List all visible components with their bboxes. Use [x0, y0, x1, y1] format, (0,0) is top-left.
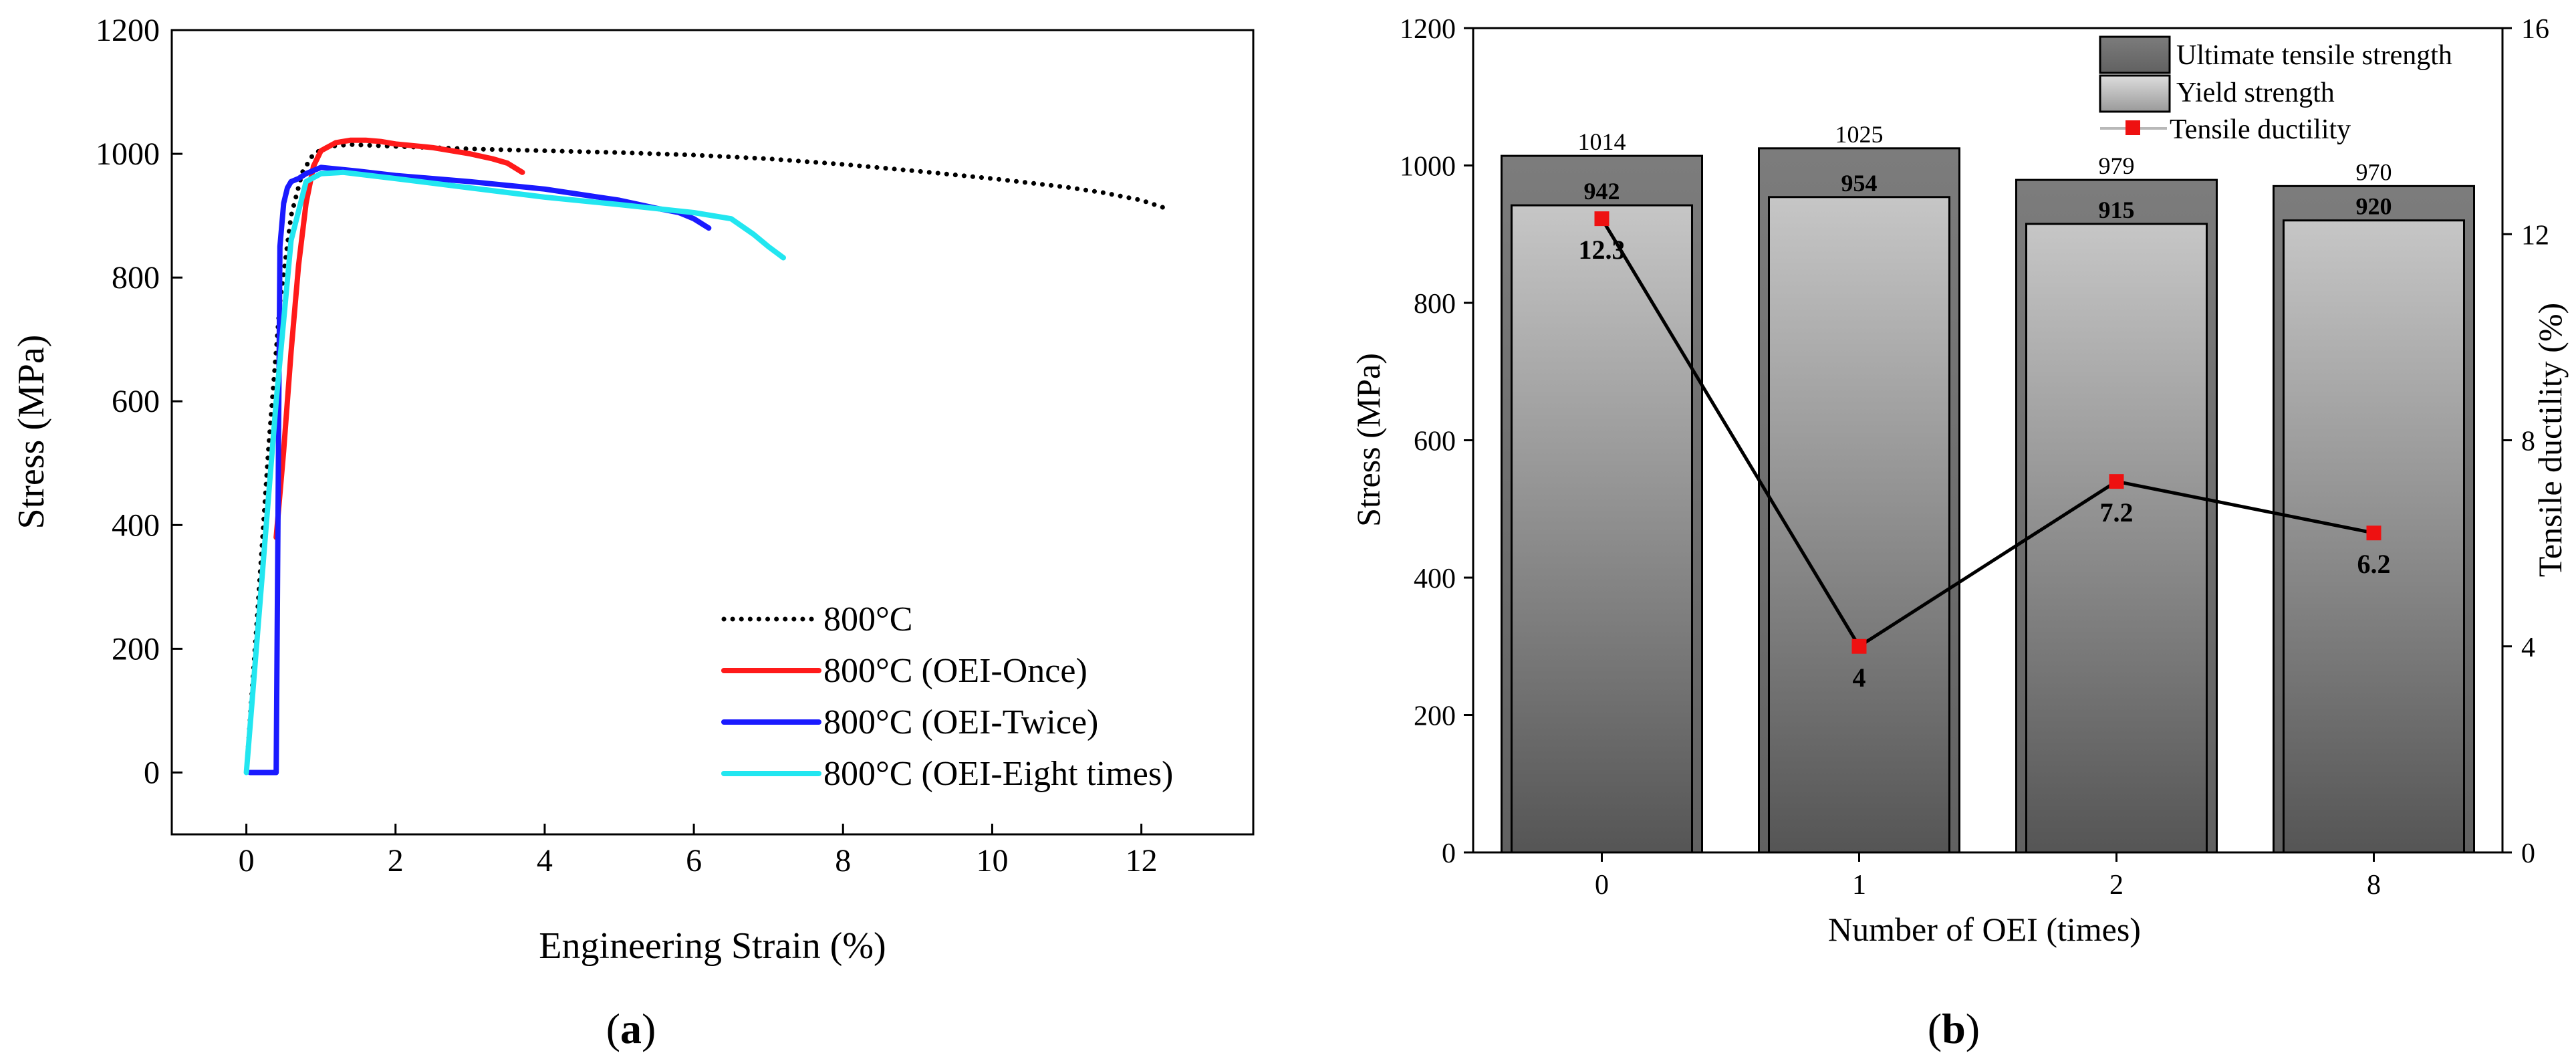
bar-yield: [1768, 196, 1950, 854]
plot-a-frame: [170, 29, 1255, 836]
y2-tick-label-b: 0: [2521, 838, 2535, 869]
x-axis-a: 0 2 4 6 8 10 12: [239, 824, 1158, 878]
y-tick-label-a: 600: [112, 384, 160, 419]
bar-label-yield: 954: [1841, 170, 1878, 197]
bar-yield: [1511, 204, 1693, 854]
y-tick-label-a: 1000: [96, 136, 160, 172]
legend-swatch-yield: [2099, 74, 2171, 113]
bar-label-uts: 979: [2099, 152, 2135, 179]
x-tick-label-a: 6: [686, 843, 702, 878]
caption-b: (b): [1928, 1005, 1980, 1052]
ductility-label: 4: [1853, 663, 1866, 693]
ductility-label: 7.2: [2100, 497, 2134, 528]
caption-a: (a): [606, 1005, 656, 1052]
legend-label-a-2: 800°C (OEI-Twice): [823, 703, 1098, 741]
x-tick-label-a: 8: [835, 843, 851, 878]
ductility-line-b: 12.3 4 7.2 6.2: [1579, 211, 2391, 693]
ductility-label: 12.3: [1579, 235, 1626, 265]
panel-a: 0 2 4 6 8 10 12 0 200 400 600 800 1000 1200 Engineer…: [11, 13, 1255, 1052]
legend-a: 800°C 800°C (OEI-Once) 800°C (OEI-Twice) 80…: [721, 600, 1173, 793]
series-line-a-0: [244, 142, 1166, 775]
x-axis-label-a: Engineering Strain (%): [539, 925, 886, 967]
y2-axis-label-b: Tensile ductility (%): [2531, 303, 2569, 577]
x-tick-label-b: 8: [2367, 870, 2381, 901]
bars-b: [1501, 147, 2475, 854]
y2-tick-label-b: 16: [2521, 14, 2549, 45]
y-tick-label-a: 200: [112, 631, 160, 667]
x-tick-label-a: 10: [976, 843, 1008, 878]
y-tick-label-b: 0: [1442, 838, 1456, 869]
bar-label-yield: 915: [2099, 197, 2135, 223]
ductility-point: [2109, 474, 2124, 489]
legend-label-uts: Ultimate tensile strength: [2176, 40, 2452, 71]
x-tick-label-b: 1: [1852, 870, 1866, 901]
legend-swatch-uts: [2099, 35, 2171, 74]
x-tick-label-b: 0: [1595, 870, 1609, 901]
legend-swatch-ductility-marker: [2126, 120, 2140, 135]
bar-label-yield: 942: [1584, 178, 1620, 205]
bar-label-uts: 970: [2356, 158, 2392, 185]
legend-label-yield: Yield strength: [2176, 78, 2335, 108]
bar-label-uts: 1025: [1835, 121, 1884, 148]
y2-tick-label-b: 12: [2521, 220, 2549, 251]
series-line-a-1: [273, 137, 525, 540]
y-axis-label-b: Stress (MPa): [1349, 353, 1387, 527]
legend-b: Ultimate tensile strength Yield strength T…: [2099, 35, 2452, 145]
x-tick-label-a: 12: [1126, 843, 1158, 878]
y-tick-label-a: 0: [144, 755, 160, 790]
legend-label-a-0: 800°C: [823, 600, 912, 638]
x-axis-label-b: Number of OEI (times): [1828, 911, 2141, 948]
y2-axis-b: 0 4 8 12 16: [2502, 14, 2549, 869]
y2-tick-label-b: 8: [2521, 427, 2535, 457]
ductility-line: [1600, 217, 2374, 649]
ductility-point: [2366, 525, 2381, 541]
x-axis-b: 0 1 2 8: [1595, 852, 2381, 901]
x-tick-label-a: 4: [537, 843, 553, 878]
y-tick-label-a: 1200: [96, 13, 160, 48]
bar-yield: [2025, 223, 2208, 854]
x-tick-label-b: 2: [2109, 870, 2123, 901]
series-line-a-3: [243, 169, 786, 776]
y-tick-label-b: 600: [1414, 427, 1456, 457]
y-tick-label-a: 400: [112, 507, 160, 543]
series-a: [243, 137, 1166, 776]
legend-label-a-3: 800°C (OEI-Eight times): [823, 755, 1173, 793]
bar-labels-b: 1014 942 1025 954 979 915 970 920: [1578, 121, 2392, 223]
bar-label-yield: 920: [2356, 193, 2392, 220]
bar-label-uts: 1014: [1578, 128, 1626, 155]
y-tick-label-a: 800: [112, 260, 160, 296]
ductility-point: [1594, 211, 1609, 227]
y-tick-label-b: 400: [1414, 564, 1456, 594]
y2-tick-label-b: 4: [2521, 632, 2535, 663]
x-tick-label-a: 0: [239, 843, 255, 878]
y-tick-label-b: 200: [1414, 701, 1456, 732]
y-axis-label-a: Stress (MPa): [11, 335, 52, 530]
ductility-point: [1851, 638, 1867, 654]
panel-b: 1014 942 1025 954 979 915 970 920 12.3 4 7.2 6.2 0…: [1349, 14, 2569, 1052]
y-axis-a: 0 200 400 600 800 1000 1200: [96, 13, 182, 790]
series-line-a-2: [247, 164, 712, 776]
ductility-label: 6.2: [2357, 549, 2391, 579]
y-axis-b: 0 200 400 600 800 1000 1200: [1400, 14, 1473, 869]
y-tick-label-b: 1200: [1400, 14, 1456, 45]
y-tick-label-b: 1000: [1400, 152, 1456, 183]
legend-label-a-1: 800°C (OEI-Once): [823, 652, 1087, 690]
x-tick-label-a: 2: [388, 843, 404, 878]
legend-label-ductility: Tensile ductility: [2170, 114, 2351, 145]
y-tick-label-b: 800: [1414, 289, 1456, 320]
